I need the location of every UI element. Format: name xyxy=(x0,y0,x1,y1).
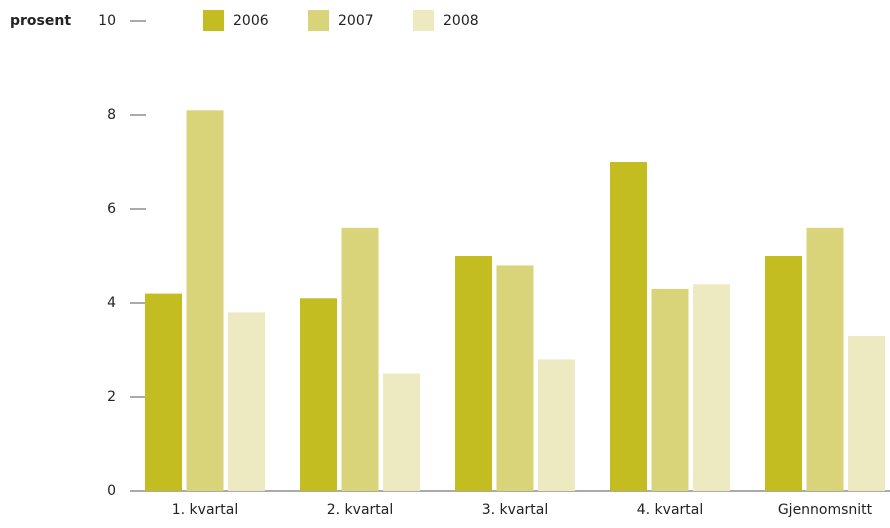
x-tick-label: 4. kvartal xyxy=(637,502,704,518)
bar xyxy=(186,110,224,492)
bar xyxy=(496,265,534,491)
legend-swatch xyxy=(203,10,224,31)
bar xyxy=(538,359,575,491)
bar xyxy=(765,256,802,491)
legend-label: 2008 xyxy=(443,13,479,29)
y-tick-label: 4 xyxy=(107,295,116,311)
bar xyxy=(383,373,420,491)
bar xyxy=(455,256,492,491)
y-tick-label: 10 xyxy=(98,13,116,29)
bar xyxy=(610,162,647,491)
x-tick-label: 1. kvartal xyxy=(172,502,239,518)
x-tick-label: 3. kvartal xyxy=(482,502,549,518)
bar xyxy=(806,227,844,492)
y-tick-label: 8 xyxy=(107,107,116,123)
bar xyxy=(300,298,337,491)
bar xyxy=(145,293,182,491)
bar xyxy=(651,288,689,491)
legend-label: 2006 xyxy=(233,13,269,29)
bar xyxy=(848,335,885,491)
legend-swatch xyxy=(308,10,329,31)
bar xyxy=(341,227,379,492)
x-tick-label: Gjennomsnitt xyxy=(778,502,873,518)
bar xyxy=(693,284,730,491)
y-tick-label: 2 xyxy=(107,389,116,405)
legend-label: 2007 xyxy=(338,13,374,29)
y-tick-label: 0 xyxy=(107,483,116,499)
y-axis-label: prosent xyxy=(10,13,71,29)
x-tick-label: 2. kvartal xyxy=(327,502,394,518)
bar xyxy=(228,312,265,491)
legend-swatch xyxy=(413,10,434,31)
y-tick-label: 6 xyxy=(107,201,116,217)
